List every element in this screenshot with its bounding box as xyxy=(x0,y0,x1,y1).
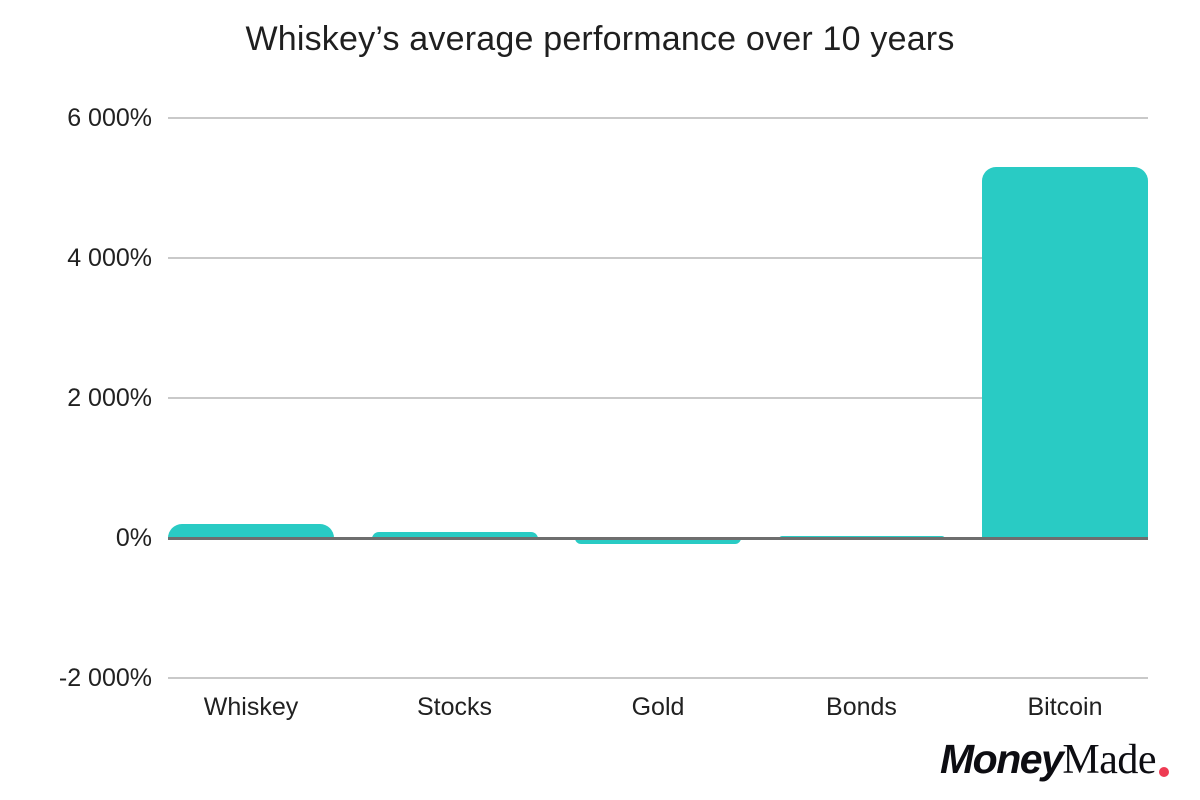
bar-whiskey xyxy=(168,523,334,539)
gridline--2000 xyxy=(168,677,1148,679)
moneymade-logo: Money Made xyxy=(940,736,1169,784)
y-tick-label-6000: 6 000% xyxy=(67,103,152,132)
y-tick-label--2000: -2 000% xyxy=(58,664,152,692)
x-tick-label-whiskey: Whiskey xyxy=(203,693,299,721)
zero-axis-line xyxy=(168,537,1148,541)
chart-title: Whiskey’s average performance over 10 ye… xyxy=(245,20,955,58)
gridline-4000 xyxy=(168,256,1148,259)
logo-text-made: Made xyxy=(1062,737,1156,783)
y-tick-label-2000: 2 000% xyxy=(67,383,152,412)
bar-gold xyxy=(575,538,741,544)
bar-stocks xyxy=(371,531,538,539)
y-tick-label-0: 0% xyxy=(115,523,152,552)
x-tick-label-bitcoin: Bitcoin xyxy=(1027,693,1103,721)
gridline-6000 xyxy=(168,116,1148,119)
gridline-2000 xyxy=(168,396,1148,399)
bar-bitcoin xyxy=(982,166,1148,539)
y-tick-label-4000: 4 000% xyxy=(67,243,152,272)
x-tick-label-bonds: Bonds xyxy=(826,693,897,721)
logo-dot-icon xyxy=(1159,767,1169,777)
bar-bonds xyxy=(778,535,945,539)
x-tick-label-stocks: Stocks xyxy=(416,693,493,721)
x-tick-label-gold: Gold xyxy=(631,693,685,721)
logo-text-money: Money xyxy=(940,736,1064,782)
